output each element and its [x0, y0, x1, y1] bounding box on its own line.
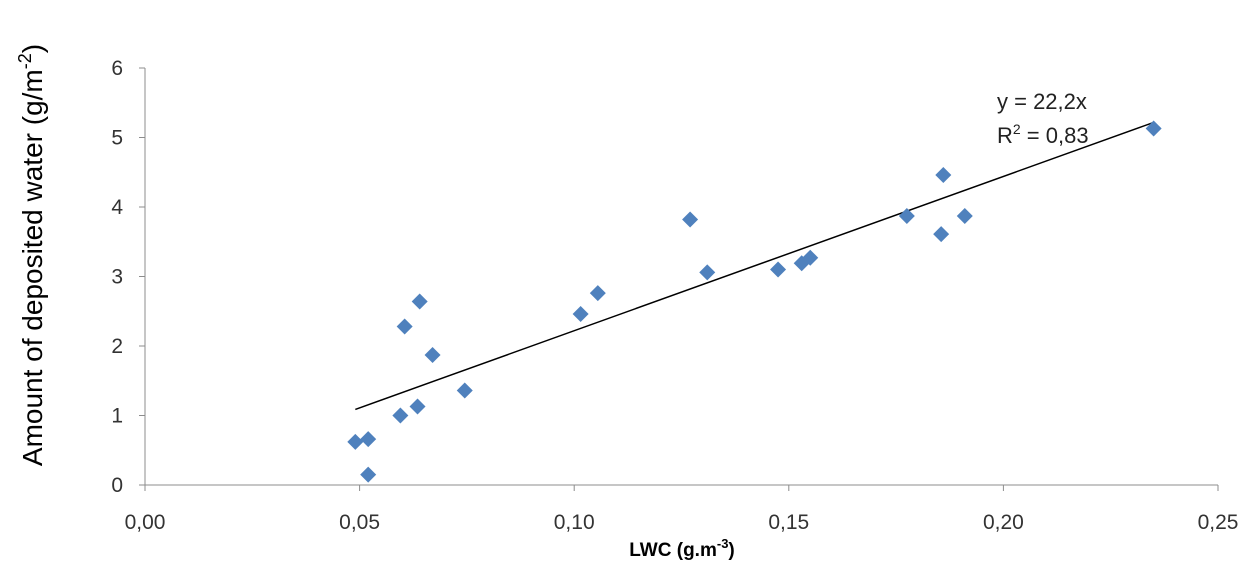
data-point [899, 208, 915, 224]
data-point [935, 167, 951, 183]
data-point [682, 212, 698, 228]
data-point [1146, 120, 1162, 136]
x-tick-label: 0,10 [554, 511, 595, 534]
x-ticks: 0,00 0,05 0,10 0,15 0,20 0,25 [125, 485, 1239, 534]
x-tick-label: 0,15 [768, 511, 809, 534]
y-tick-label: 0 [111, 474, 123, 497]
y-tick-label: 4 [111, 196, 123, 219]
y-axis-title: Amount of deposited water (g/m-2) [15, 44, 48, 466]
trendline-equation: y = 22,2x [997, 89, 1087, 114]
data-point [360, 431, 376, 447]
data-point [457, 382, 473, 398]
data-points [347, 120, 1161, 482]
data-point [573, 306, 589, 322]
data-point [347, 434, 363, 450]
data-point [360, 467, 376, 483]
x-tick-label: 0,25 [1198, 511, 1239, 534]
trendline [355, 122, 1153, 409]
data-point [699, 264, 715, 280]
data-point [957, 208, 973, 224]
data-point [397, 319, 413, 335]
data-point [392, 408, 408, 424]
x-tick-label: 0,00 [125, 511, 166, 534]
y-tick-label: 3 [111, 266, 123, 289]
y-tick-label: 6 [111, 57, 123, 80]
x-axis-title: LWC (g.m-3) [629, 536, 735, 561]
data-point [410, 398, 426, 414]
y-ticks: 0 1 2 3 4 5 6 [111, 57, 145, 497]
y-tick-label: 1 [111, 405, 123, 428]
data-point [412, 294, 428, 310]
data-point [425, 347, 441, 363]
x-tick-label: 0,20 [983, 511, 1024, 534]
data-point [770, 262, 786, 278]
x-tick-label: 0,05 [339, 511, 380, 534]
y-tick-label: 2 [111, 335, 123, 358]
trendline-r2: R2 = 0,83 [997, 121, 1089, 148]
y-tick-label: 5 [111, 127, 123, 150]
data-point [590, 285, 606, 301]
data-point [933, 226, 949, 242]
